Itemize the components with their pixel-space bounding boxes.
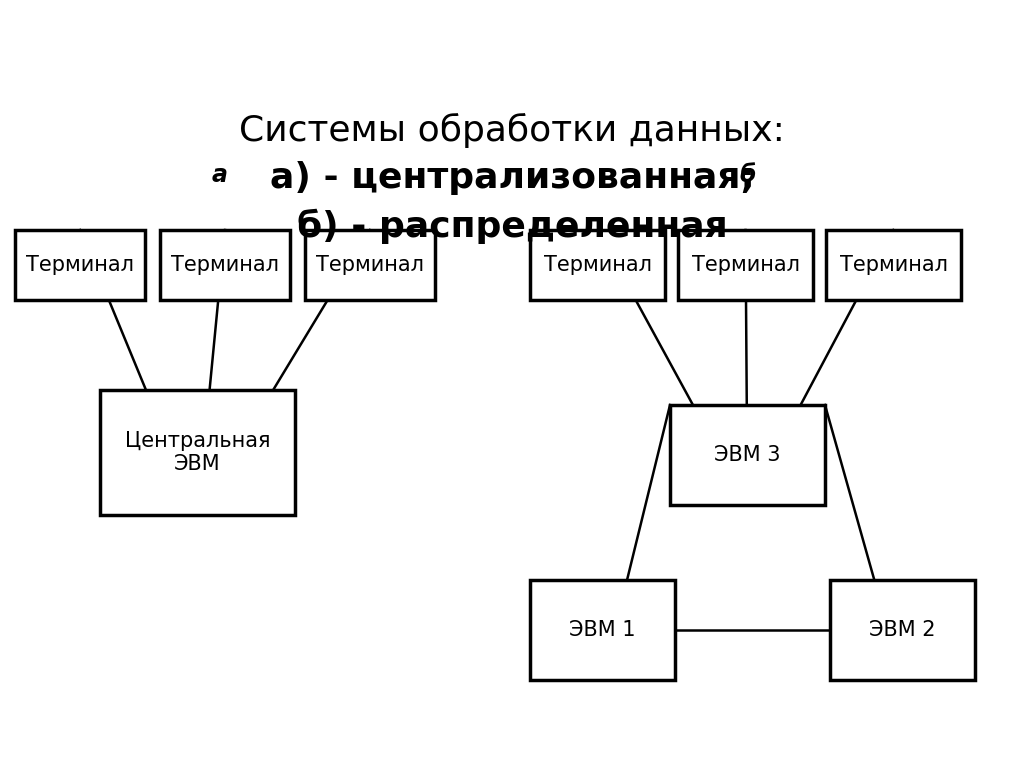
Text: а) - централизованная;: а) - централизованная; — [269, 161, 755, 195]
Text: б) - распределенная: б) - распределенная — [297, 209, 727, 244]
FancyBboxPatch shape — [670, 405, 825, 505]
FancyBboxPatch shape — [830, 580, 975, 680]
FancyBboxPatch shape — [305, 230, 435, 300]
Text: Центральная
ЭВМ: Центральная ЭВМ — [125, 431, 270, 474]
FancyBboxPatch shape — [15, 230, 145, 300]
Text: Терминал: Терминал — [316, 255, 424, 275]
Text: Терминал: Терминал — [691, 255, 800, 275]
Text: ЭВМ 2: ЭВМ 2 — [869, 620, 936, 640]
Text: Системы обработки данных:: Системы обработки данных: — [239, 113, 785, 147]
Text: ЭВМ 3: ЭВМ 3 — [715, 445, 780, 465]
Text: а: а — [212, 163, 228, 187]
Text: Терминал: Терминал — [171, 255, 279, 275]
FancyBboxPatch shape — [160, 230, 290, 300]
FancyBboxPatch shape — [530, 580, 675, 680]
FancyBboxPatch shape — [678, 230, 813, 300]
FancyBboxPatch shape — [530, 230, 665, 300]
Text: ЭВМ 1: ЭВМ 1 — [569, 620, 636, 640]
FancyBboxPatch shape — [826, 230, 961, 300]
FancyBboxPatch shape — [100, 390, 295, 515]
Text: Терминал: Терминал — [26, 255, 134, 275]
Text: Терминал: Терминал — [544, 255, 651, 275]
Text: б: б — [739, 163, 757, 187]
Text: Терминал: Терминал — [840, 255, 947, 275]
